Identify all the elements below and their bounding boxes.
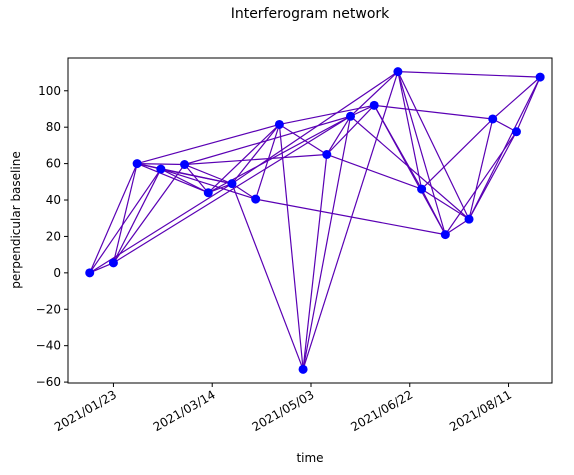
edge: [136, 163, 209, 194]
edge: [421, 118, 494, 190]
edge: [279, 123, 328, 156]
node: [464, 214, 474, 224]
edge: [397, 71, 446, 235]
y-tick-label: 20: [46, 229, 61, 243]
y-tick-label: −60: [36, 375, 61, 389]
y-tick-label: −20: [36, 302, 61, 316]
node: [393, 67, 403, 77]
edge: [279, 104, 375, 126]
edge: [184, 164, 209, 194]
node: [227, 179, 237, 189]
x-tick-label: 2021/05/03: [250, 387, 317, 434]
edge: [326, 115, 352, 155]
node: [180, 160, 190, 170]
node: [108, 258, 118, 268]
node: [156, 164, 166, 174]
node: [535, 72, 545, 82]
y-tick-label: 0: [53, 266, 61, 280]
edge: [515, 76, 541, 132]
edge: [397, 71, 541, 78]
node: [511, 127, 521, 137]
y-tick-label: 100: [38, 84, 61, 98]
edge: [231, 183, 257, 200]
edge: [89, 163, 138, 274]
edge: [112, 168, 162, 264]
y-tick-label: −40: [36, 339, 61, 353]
nodes: [85, 67, 545, 374]
edge: [326, 153, 422, 190]
node: [345, 111, 355, 121]
edge: [255, 124, 280, 200]
edge: [160, 168, 256, 200]
x-tick-label: 2021/08/11: [447, 387, 514, 434]
edge: [89, 168, 162, 274]
edge: [468, 118, 494, 220]
edge: [444, 131, 517, 235]
x-tick-label: 2021/06/22: [348, 387, 415, 434]
edge: [137, 163, 185, 166]
edges: [89, 71, 541, 370]
edge: [302, 116, 352, 370]
edge: [397, 71, 470, 220]
node: [132, 159, 142, 169]
plot-frame: [67, 57, 553, 384]
node: [322, 149, 332, 159]
node: [203, 188, 213, 198]
y-tick-label: 60: [46, 157, 61, 171]
edge: [136, 123, 280, 165]
y-tick-label: 40: [46, 193, 61, 207]
edge: [160, 168, 209, 194]
y-tick-label: 80: [46, 120, 61, 134]
edge: [397, 71, 423, 190]
node: [274, 119, 284, 129]
chart-title: Interferogram network: [231, 6, 390, 22]
node: [440, 230, 450, 240]
node: [251, 194, 261, 204]
node: [85, 268, 95, 278]
edge: [160, 168, 233, 185]
edge: [207, 124, 280, 194]
edge: [184, 153, 327, 166]
x-tick-label: 2021/01/23: [52, 387, 119, 434]
node: [488, 114, 498, 124]
node: [369, 100, 379, 110]
edge: [255, 198, 446, 236]
edge: [278, 124, 304, 370]
edge: [112, 164, 186, 264]
edge: [231, 71, 399, 185]
edge: [492, 76, 541, 120]
edge: [231, 124, 280, 185]
edge: [468, 76, 541, 220]
edge: [444, 218, 470, 236]
edge: [374, 104, 493, 120]
y-axis-label: perpendicular baseline: [9, 151, 23, 288]
edge: [421, 188, 446, 235]
edge: [350, 71, 399, 117]
edge: [112, 163, 138, 263]
edge: [302, 71, 399, 370]
node: [298, 364, 308, 374]
edge: [184, 115, 351, 166]
node: [417, 184, 427, 194]
edge: [89, 183, 233, 274]
edge: [302, 154, 328, 370]
x-axis-label: time: [296, 451, 323, 465]
edge: [326, 104, 375, 155]
x-tick-label: 2021/03/14: [151, 387, 218, 434]
edge: [231, 183, 304, 370]
edge: [421, 188, 470, 220]
edge: [113, 115, 351, 264]
edge: [184, 163, 233, 185]
